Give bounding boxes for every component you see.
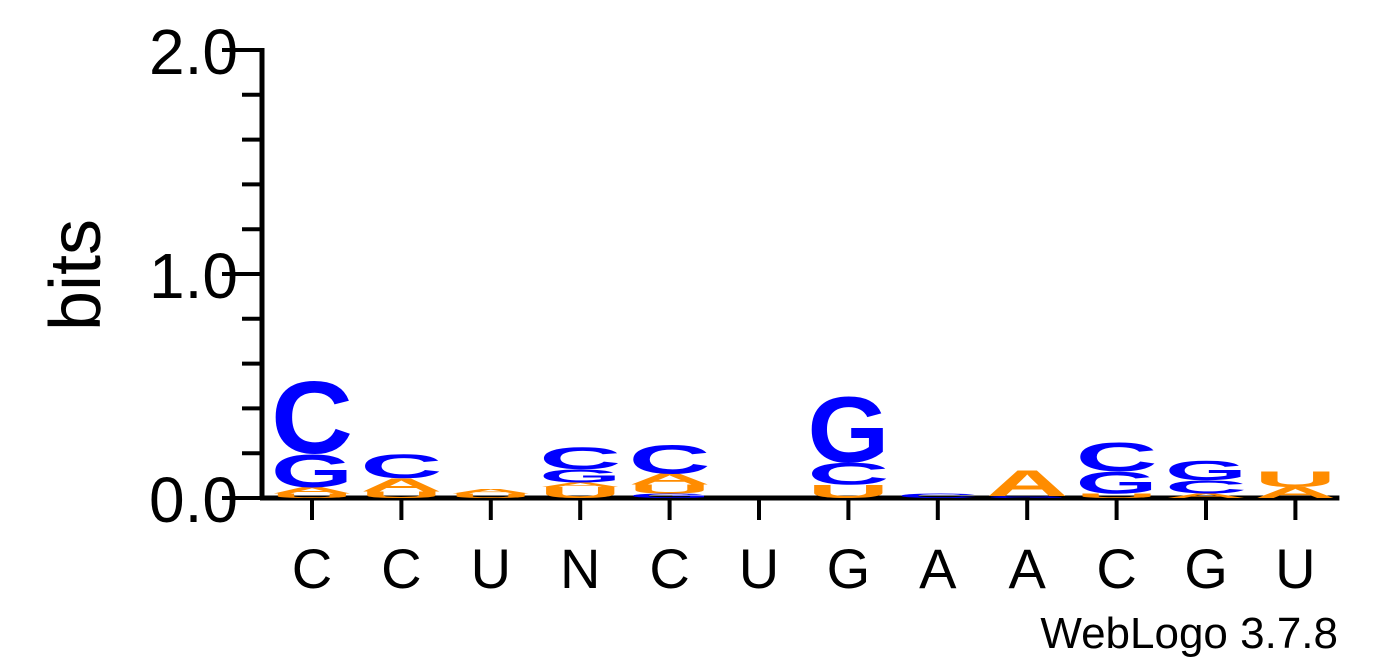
- x-tick-label: A: [919, 537, 957, 600]
- x-tick-label: C: [649, 537, 689, 600]
- logo-letter-U: U: [807, 481, 889, 502]
- y-axis: 0.0 1.0 2.0: [149, 16, 265, 536]
- logo-letter-C: C: [271, 361, 353, 475]
- logo-letter-G: G: [1076, 465, 1158, 500]
- x-tick-label: U: [739, 537, 779, 600]
- logo-letter-C: C: [807, 456, 889, 491]
- y-axis-label: bits: [36, 219, 116, 331]
- logo-letter-G: G: [1165, 455, 1247, 486]
- x-tick-label: G: [1184, 537, 1228, 600]
- y-tick-label: 2.0: [149, 16, 238, 88]
- logo-letter-G: G: [986, 495, 1068, 498]
- logo-letter-A: A: [271, 485, 353, 495]
- logo-letter-C: C: [1076, 435, 1158, 480]
- logo-letter-G: G: [539, 466, 621, 487]
- logo-letter-U: U: [1076, 492, 1158, 499]
- logo-letter-C: C: [539, 441, 621, 476]
- logo-letter-C: C: [897, 492, 979, 499]
- logo-letter-C: C: [1165, 477, 1247, 498]
- logo-letter-A: A: [629, 471, 711, 488]
- logo-letter-A: A: [450, 488, 532, 495]
- x-tick-label: G: [827, 537, 871, 600]
- logo-letter-G: G: [629, 492, 711, 499]
- y-tick-label: 0.0: [149, 464, 238, 536]
- x-tick-label: C: [292, 537, 332, 600]
- x-tick-label: U: [471, 537, 511, 600]
- logo-letter-U: U: [629, 482, 711, 496]
- logo-letter-A: A: [986, 462, 1068, 504]
- y-tick-label: 1.0: [149, 240, 238, 312]
- logo-letter-A: A: [539, 481, 621, 488]
- logo-letter-A: A: [360, 475, 442, 496]
- logo-letter-U: U: [271, 492, 353, 499]
- logo-letter-U: U: [1254, 467, 1336, 491]
- logo-letter-U: U: [539, 484, 621, 501]
- x-tick-label: C: [381, 537, 421, 600]
- logo-letter-C: C: [360, 447, 442, 485]
- x-tick-label: N: [560, 537, 600, 600]
- weblogo-credit: WebLogo 3.7.8: [1040, 609, 1338, 658]
- logo-letter-A: A: [1254, 484, 1336, 501]
- x-tick-label: C: [1096, 537, 1136, 600]
- logo-letter-G: G: [807, 378, 889, 482]
- logo-letter-G: G: [271, 444, 353, 497]
- logo-letter-C: C: [629, 437, 711, 482]
- x-tick-label: A: [1009, 537, 1047, 600]
- logo-letter-U: U: [360, 490, 442, 500]
- logo-letter-A: A: [1165, 492, 1247, 499]
- x-tick-label: U: [1275, 537, 1315, 600]
- logo-letter-U: U: [450, 492, 532, 499]
